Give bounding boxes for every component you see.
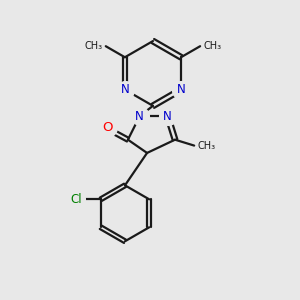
- Text: O: O: [102, 121, 112, 134]
- Text: N: N: [135, 110, 144, 123]
- Text: Cl: Cl: [70, 193, 82, 206]
- Text: CH₃: CH₃: [204, 41, 222, 51]
- Text: N: N: [121, 83, 129, 96]
- Text: CH₃: CH₃: [197, 141, 215, 151]
- Text: CH₃: CH₃: [84, 41, 102, 51]
- Text: N: N: [163, 110, 172, 123]
- Text: N: N: [177, 83, 185, 96]
